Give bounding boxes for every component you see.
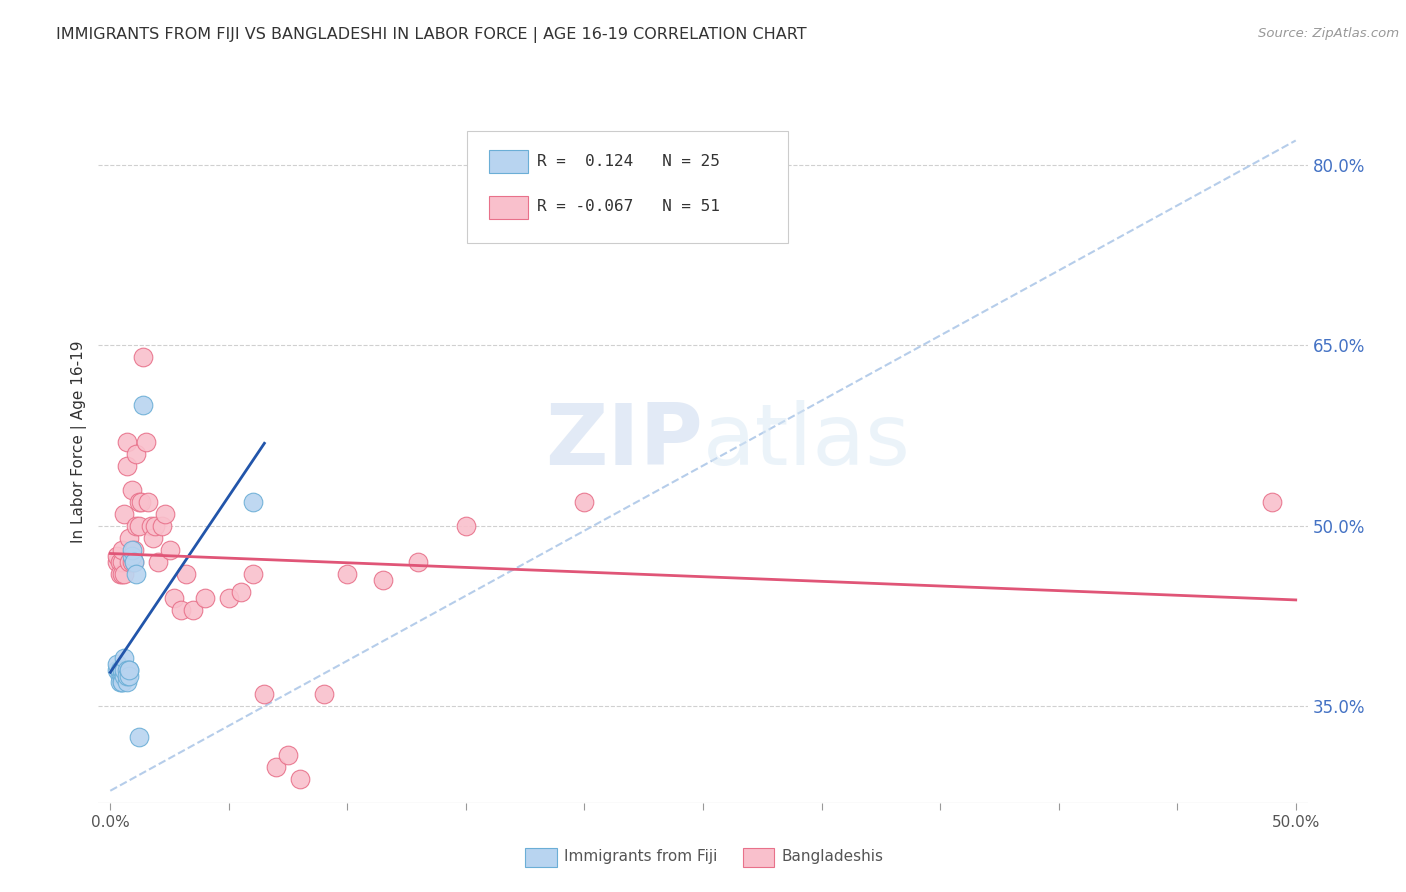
Point bbox=[146, 555, 169, 569]
Point bbox=[111, 542, 134, 557]
Point bbox=[128, 730, 150, 744]
Point bbox=[105, 664, 128, 678]
Point bbox=[111, 669, 134, 683]
Point bbox=[142, 531, 165, 545]
Point bbox=[1261, 494, 1284, 508]
Point bbox=[105, 549, 128, 563]
Point bbox=[121, 549, 143, 563]
Point bbox=[312, 687, 335, 701]
Point bbox=[139, 518, 162, 533]
Point bbox=[118, 669, 141, 683]
FancyBboxPatch shape bbox=[526, 848, 557, 867]
Point bbox=[132, 398, 155, 412]
Point bbox=[114, 664, 136, 678]
Point bbox=[118, 555, 141, 569]
Point bbox=[194, 591, 217, 606]
Point bbox=[108, 567, 131, 582]
Point bbox=[118, 664, 141, 678]
Text: R =  0.124   N = 25: R = 0.124 N = 25 bbox=[537, 153, 720, 169]
Point bbox=[136, 494, 159, 508]
Point bbox=[143, 518, 166, 533]
Point bbox=[129, 494, 152, 508]
Point bbox=[125, 518, 148, 533]
Point bbox=[174, 567, 197, 582]
Point bbox=[125, 446, 148, 460]
Point bbox=[128, 518, 150, 533]
Point bbox=[105, 657, 128, 672]
Point bbox=[159, 542, 181, 557]
Text: Bangladeshis: Bangladeshis bbox=[782, 849, 883, 864]
Point bbox=[153, 507, 176, 521]
Point bbox=[163, 591, 186, 606]
Point bbox=[242, 567, 264, 582]
Point bbox=[121, 542, 143, 557]
Point bbox=[118, 664, 141, 678]
Point bbox=[115, 669, 138, 683]
Point bbox=[336, 567, 359, 582]
Point bbox=[118, 531, 141, 545]
FancyBboxPatch shape bbox=[742, 848, 775, 867]
Point bbox=[121, 483, 143, 497]
Point bbox=[122, 555, 145, 569]
Point bbox=[229, 585, 252, 599]
Text: Source: ZipAtlas.com: Source: ZipAtlas.com bbox=[1258, 27, 1399, 40]
Point bbox=[122, 542, 145, 557]
Point bbox=[288, 772, 311, 786]
Text: IMMIGRANTS FROM FIJI VS BANGLADESHI IN LABOR FORCE | AGE 16-19 CORRELATION CHART: IMMIGRANTS FROM FIJI VS BANGLADESHI IN L… bbox=[56, 27, 807, 43]
Point bbox=[114, 651, 136, 665]
Point bbox=[115, 675, 138, 690]
Y-axis label: In Labor Force | Age 16-19: In Labor Force | Age 16-19 bbox=[72, 340, 87, 543]
Point bbox=[108, 675, 131, 690]
Point bbox=[115, 434, 138, 449]
FancyBboxPatch shape bbox=[489, 151, 527, 173]
Point bbox=[108, 669, 131, 683]
Text: R = -0.067   N = 51: R = -0.067 N = 51 bbox=[537, 199, 720, 214]
Point bbox=[125, 567, 148, 582]
FancyBboxPatch shape bbox=[467, 131, 787, 243]
Point bbox=[242, 494, 264, 508]
Point bbox=[454, 518, 477, 533]
Point bbox=[181, 603, 204, 617]
Point bbox=[408, 555, 430, 569]
Point bbox=[105, 555, 128, 569]
Point bbox=[111, 555, 134, 569]
Point bbox=[122, 555, 145, 569]
Point bbox=[114, 669, 136, 683]
Point bbox=[121, 555, 143, 569]
Point bbox=[170, 603, 193, 617]
Point bbox=[218, 591, 240, 606]
Point bbox=[135, 434, 157, 449]
Text: ZIP: ZIP bbox=[546, 400, 703, 483]
Point bbox=[132, 350, 155, 364]
Text: Immigrants from Fiji: Immigrants from Fiji bbox=[564, 849, 717, 864]
Point bbox=[108, 555, 131, 569]
Point bbox=[152, 518, 174, 533]
FancyBboxPatch shape bbox=[489, 196, 527, 219]
Point bbox=[264, 760, 287, 774]
Point bbox=[128, 494, 150, 508]
Point bbox=[108, 664, 131, 678]
Point bbox=[253, 687, 276, 701]
Point bbox=[114, 567, 136, 582]
Point bbox=[574, 494, 596, 508]
Point bbox=[277, 747, 299, 762]
Point bbox=[111, 675, 134, 690]
Point bbox=[115, 664, 138, 678]
Point bbox=[115, 458, 138, 473]
Point bbox=[371, 573, 394, 587]
Point bbox=[114, 507, 136, 521]
Text: atlas: atlas bbox=[703, 400, 911, 483]
Point bbox=[111, 567, 134, 582]
Point bbox=[111, 675, 134, 690]
Point bbox=[111, 664, 134, 678]
